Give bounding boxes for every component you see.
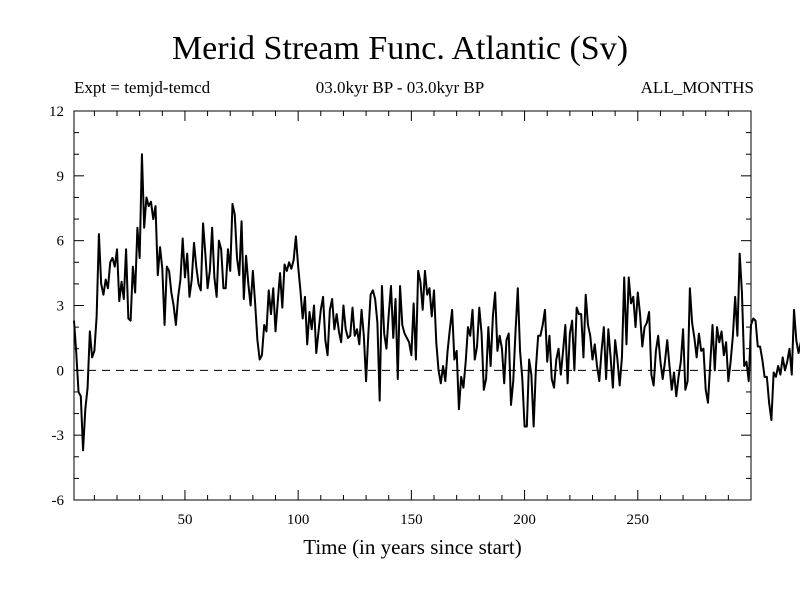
tick-labels: 50 100 150 200 250 -6 -3 0 3 6 9 12: [49, 104, 649, 528]
x-tick-label: 50: [177, 512, 192, 528]
x-axis-label: Time (in years since start): [303, 535, 522, 559]
x-tick-label: 100: [287, 512, 310, 528]
x-tick-label: 200: [513, 512, 536, 528]
y-tick-label: 6: [57, 234, 65, 250]
series-line: [73, 153, 800, 452]
y-tick-label: 9: [57, 169, 65, 185]
y-tick-label: -3: [52, 428, 65, 444]
months-label: ALL_MONTHS: [640, 78, 754, 97]
y-tick-label: -6: [52, 493, 65, 509]
tick-marks: [74, 110, 751, 501]
y-tick-label: 3: [57, 299, 65, 315]
experiment-label: Expt = temjd-temcd: [74, 78, 211, 97]
y-tick-label: 12: [49, 104, 64, 120]
x-tick-label: 150: [400, 512, 423, 528]
period-label: 03.0kyr BP - 03.0kyr BP: [315, 78, 485, 97]
y-tick-label: 0: [57, 363, 65, 379]
plot-frame: [73, 110, 752, 501]
chart-title: Merid Stream Func. Atlantic (Sv): [171, 30, 629, 67]
x-tick-label: 250: [627, 512, 650, 528]
